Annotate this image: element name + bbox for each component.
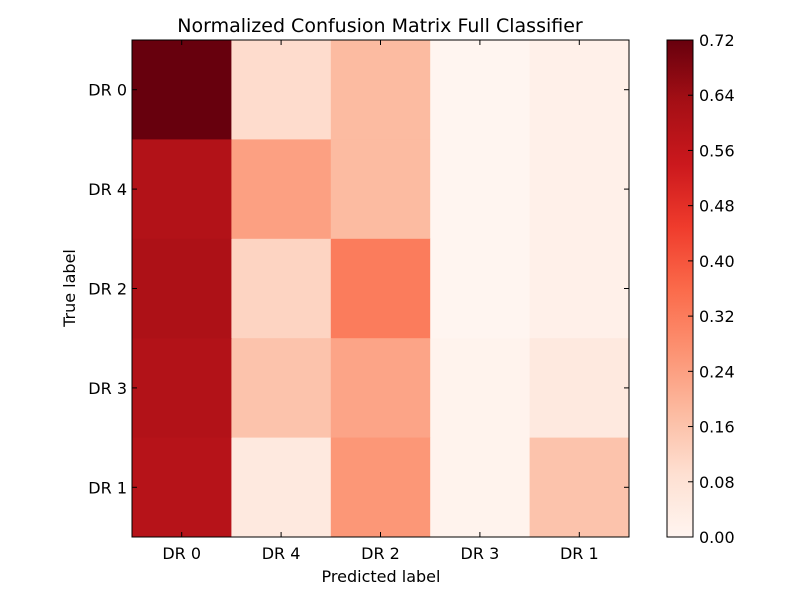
heatmap-cell (231, 139, 332, 240)
colorbar-tick-label: 0.40 (699, 252, 735, 271)
colorbar-tick-label: 0.24 (699, 362, 735, 381)
y-tick-label: DR 3 (88, 379, 127, 398)
y-tick-label: DR 2 (88, 280, 127, 299)
heatmap-cell (330, 437, 431, 538)
colorbar-tick-label: 0.32 (699, 307, 735, 326)
heatmap-cell (430, 238, 531, 339)
colorbar-tick-label: 0.48 (699, 197, 735, 216)
heatmap-cell (529, 238, 630, 339)
y-axis-label: True label (60, 249, 79, 328)
heatmap-cell (231, 238, 332, 339)
heatmap-cell (330, 338, 431, 439)
colorbar-tick-label: 0.00 (699, 528, 735, 547)
heatmap-cell (529, 437, 630, 538)
heatmap-cell (430, 437, 531, 538)
x-tick-labels: DR 0 DR 4 DR 2 DR 3 DR 1 (162, 544, 598, 563)
x-tick-label: DR 0 (162, 544, 201, 563)
heatmap-cell (430, 338, 531, 439)
heatmap-cell (231, 338, 332, 439)
heatmap-cell (132, 238, 232, 339)
heatmap-cell (330, 40, 431, 140)
colorbar-tick-label: 0.08 (699, 473, 735, 492)
y-tick-label: DR 4 (88, 180, 127, 199)
axis-ticks (132, 40, 629, 537)
heatmap-cell (231, 40, 332, 140)
heatmap-cell (430, 139, 531, 240)
heatmap-cell (132, 437, 232, 538)
x-tick-label: DR 4 (262, 544, 301, 563)
colorbar-tick-labels: 0.00 0.08 0.16 0.24 0.32 0.40 0.48 0.56 0.64 0.72 (699, 31, 735, 547)
colorbar-tick-label: 0.64 (699, 86, 735, 105)
y-tick-labels: DR 0 DR 4 DR 2 DR 3 DR 1 (88, 81, 127, 498)
colorbar (666, 39, 694, 538)
heatmap-cell (132, 338, 232, 439)
colorbar-ticks (688, 39, 693, 538)
y-tick-label: DR 0 (88, 81, 127, 100)
x-tick-label: DR 3 (461, 544, 500, 563)
x-axis-label: Predicted label (322, 567, 441, 586)
heatmap-cell (330, 238, 431, 339)
colorbar-tick-label: 0.56 (699, 141, 735, 160)
heatmap-cells (132, 40, 630, 538)
heatmap-cell (231, 437, 332, 538)
colorbar-tick-label: 0.16 (699, 418, 735, 437)
heatmap-cell (529, 338, 630, 439)
x-tick-label: DR 2 (361, 544, 400, 563)
heatmap-cell (529, 139, 630, 240)
x-tick-label: DR 1 (560, 544, 599, 563)
heatmap-cell (430, 40, 531, 140)
colorbar-tick-label: 0.72 (699, 31, 735, 50)
chart-title: Normalized Confusion Matrix Full Classif… (177, 15, 583, 37)
heatmap-cell (330, 139, 431, 240)
heatmap-cell (132, 139, 232, 240)
heatmap-cell (529, 40, 630, 140)
heatmap-cell (132, 40, 232, 140)
y-tick-label: DR 1 (88, 478, 127, 497)
